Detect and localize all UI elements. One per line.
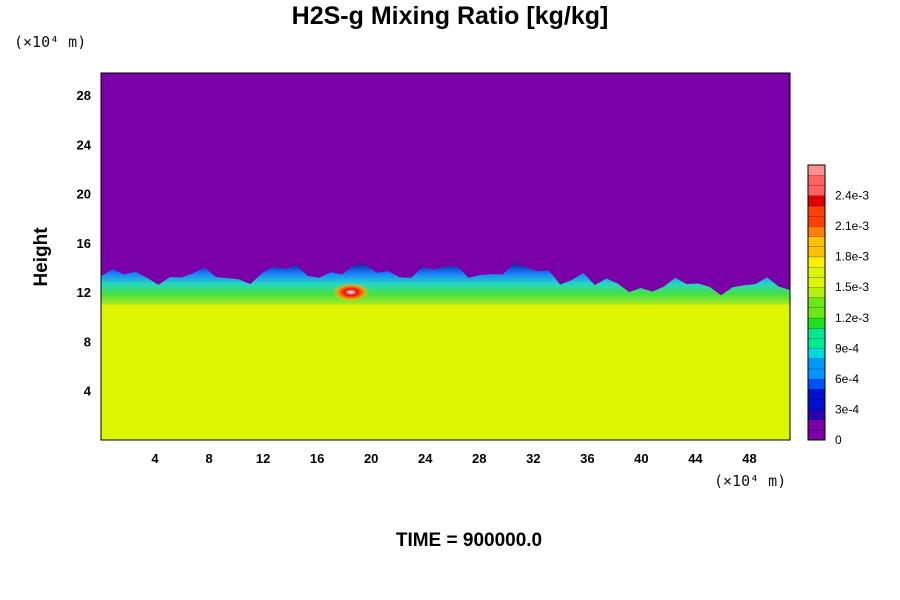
plot-frame: [100, 72, 791, 441]
colorbar-tick-label: 2.4e-3: [835, 189, 869, 203]
x-tick-label: 28: [472, 451, 486, 466]
y-tick-label: 28: [77, 88, 91, 103]
colorbar-swatch: [807, 388, 826, 400]
x-tick-label: 8: [205, 451, 212, 466]
colorbar-swatch: [807, 368, 826, 380]
colorbar-tick-label: 3e-4: [835, 402, 859, 416]
colorbar-swatch: [807, 236, 826, 247]
x-tick-label: 4: [151, 451, 159, 466]
colorbar-swatch: [807, 175, 826, 186]
heatmap-region-mixing-band: [101, 263, 790, 305]
colorbar-tick-label: 1.5e-3: [835, 280, 869, 294]
chart-title: H2S-g Mixing Ratio [kg/kg]: [291, 2, 609, 30]
colorbar-swatch: [807, 399, 826, 410]
colorbar-swatch: [807, 317, 826, 329]
colorbar-swatch: [807, 419, 826, 431]
colorbar-swatch: [807, 307, 826, 319]
x-tick-label: 20: [364, 451, 378, 466]
y-tick-label: 12: [77, 285, 91, 300]
x-tick-label: 40: [634, 451, 648, 466]
y-axis-unit: (×10⁴ m): [14, 33, 87, 51]
colorbar-swatch: [807, 409, 826, 421]
x-tick-label: 24: [418, 451, 433, 466]
x-tick-label: 12: [256, 451, 270, 466]
colorbar-swatch: [807, 429, 826, 441]
heatmap-peak: [332, 283, 369, 302]
colorbar-swatch: [807, 215, 826, 227]
y-tick-label: 16: [77, 236, 91, 251]
x-tick-label: 16: [310, 451, 324, 466]
colorbar-swatch: [807, 348, 826, 359]
x-tick-label: 36: [580, 451, 594, 466]
colorbar-tick-label: 9e-4: [835, 341, 859, 355]
colorbar-swatch: [807, 246, 826, 258]
x-tick-label: 44: [688, 451, 703, 466]
colorbar-swatch: [807, 338, 826, 349]
y-tick-label: 8: [84, 334, 91, 349]
heatmap-region-lower: [101, 304, 790, 440]
colorbar-tick-label: 6e-4: [835, 372, 859, 386]
colorbar-swatch: [807, 205, 826, 217]
colorbar-swatch: [807, 287, 826, 298]
colorbar-frame: [807, 164, 826, 441]
colorbar-tick-label: 2.1e-3: [835, 219, 869, 233]
y-tick-label: 20: [77, 187, 91, 202]
colorbar-swatch: [807, 358, 826, 370]
x-tick-label: 32: [526, 451, 540, 466]
colorbar-swatch: [807, 297, 826, 309]
colorbar-swatch: [807, 327, 826, 339]
time-label: TIME = 900000.0: [395, 530, 543, 551]
x-tick-label: 48: [742, 451, 756, 466]
colorbar-swatch: [807, 378, 826, 390]
colorbar-tick-label: 1.8e-3: [835, 250, 869, 264]
y-tick-label: 4: [84, 384, 92, 399]
colorbar-swatch: [807, 185, 826, 196]
colorbar-tick-label: 1.2e-3: [835, 311, 869, 325]
y-tick-label: 24: [77, 137, 92, 152]
colorbar-swatch: [807, 164, 826, 176]
colorbar-tick-label: 0: [835, 433, 842, 447]
colorbar-swatch: [807, 225, 826, 237]
colorbar-swatch: [807, 256, 826, 268]
colorbar-swatch: [807, 276, 826, 288]
x-axis-unit: (×10⁴ m): [714, 472, 787, 490]
colorbar-swatch: [807, 266, 826, 278]
colorbar-swatch: [807, 195, 826, 207]
